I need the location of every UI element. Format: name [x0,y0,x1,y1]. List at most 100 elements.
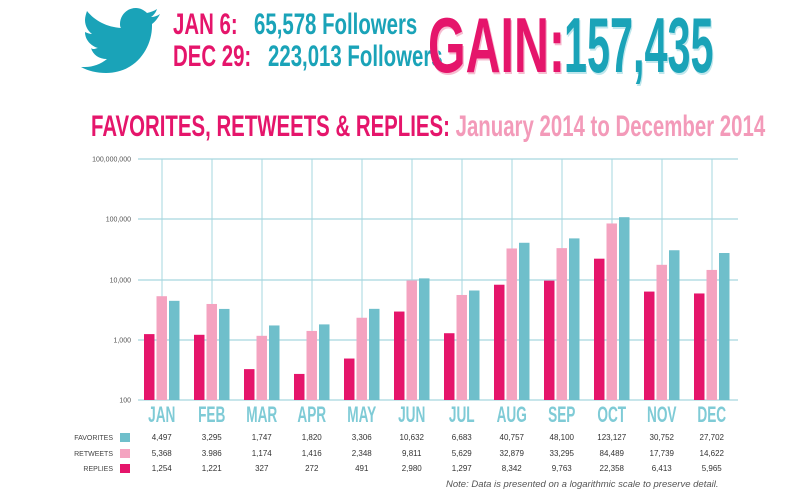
y-tick-label: 10,000 [110,278,132,285]
data-label: 6,683 [452,433,473,442]
legend-swatch-replies [120,464,130,473]
data-label: 2,980 [402,464,423,473]
bar-retweets-nov [656,264,667,400]
gain-label: GAIN: [428,1,566,89]
followers-row-start: JAN 6: 65,578 Followers [173,8,494,42]
legend-label-replies: REPLIES [83,466,113,473]
bar-retweets-mar [256,335,267,400]
bar-favorites-jan [169,300,180,400]
bar-replies-sep [544,280,555,400]
bar-replies-mar [244,369,255,400]
data-label: 8,342 [502,464,523,473]
bar-favorites-feb [219,308,230,400]
data-label: 40,757 [500,433,525,442]
data-label: 2,348 [352,449,373,458]
bar-retweets-may [356,317,367,400]
bar-favorites-jul [469,290,480,400]
legend-swatch-favorites [120,433,130,442]
data-label: 17,739 [650,449,675,458]
bar-favorites-jun [419,278,430,400]
x-tick-label: MAR [246,402,277,427]
data-label: 10,632 [400,433,425,442]
x-tick-label: JUL [449,402,475,427]
data-label: 3,306 [352,433,373,442]
bar-replies-apr [294,373,305,400]
data-label: 9,811 [402,449,422,458]
data-label: 48,100 [550,433,575,442]
start-date: JAN 6: [173,8,238,41]
data-label: 32,879 [500,449,525,458]
data-label: 9,763 [552,464,573,473]
data-label: 1,747 [252,433,273,442]
bar-favorites-apr [319,324,330,400]
x-tick-label: APR [297,402,326,427]
bar-favorites-may [369,308,380,400]
data-label: 272 [305,464,319,473]
y-tick-label: 100,000 [106,217,131,224]
data-label: 491 [355,464,369,473]
x-tick-label: NOV [647,402,677,427]
bar-replies-aug [494,284,505,400]
end-followers: 223,013 Followers [268,40,443,73]
x-tick-label: JUN [398,402,425,427]
bar-replies-oct [594,258,605,400]
bar-replies-feb [194,334,205,400]
bar-favorites-dec [719,253,730,400]
chart-title: FAVORITES, RETWEETS & REPLIES: January 2… [91,110,765,144]
bar-replies-nov [644,291,655,400]
bar-favorites-mar [269,325,280,400]
data-label: 1,297 [452,464,473,473]
start-followers: 65,578 Followers [254,8,418,41]
data-label: 84,489 [600,449,625,458]
data-label: 327 [255,464,269,473]
bar-replies-jan [144,334,155,400]
data-label: 1,416 [302,449,323,458]
x-tick-label: OCT [597,402,626,427]
legend-swatch-retweets [120,449,130,458]
data-label: 33,295 [550,449,575,458]
twitter-bird-icon [81,8,160,73]
bar-favorites-aug [519,242,530,400]
x-tick-label: JAN [148,402,175,427]
legend-label-retweets: RETWEETS [74,451,113,458]
y-tick-label: 100,000,000 [92,157,131,164]
bar-retweets-apr [306,330,317,400]
legend-label-favorites: FAVORITES [74,435,113,442]
bar-favorites-oct [619,217,630,400]
x-tick-label: SEP [548,402,575,427]
data-label: 1,820 [302,433,323,442]
bar-retweets-jul [456,294,467,400]
x-tick-label: AUG [497,402,527,427]
chart-title-main: FAVORITES, RETWEETS & REPLIES: [91,110,450,143]
x-tick-label: DEC [697,402,726,427]
bar-retweets-jun [406,280,417,400]
y-tick-label: 1,000 [113,338,131,345]
bar-retweets-oct [606,223,617,400]
bar-retweets-jan [156,296,167,400]
bar-retweets-sep [556,248,567,400]
data-label: 6,413 [652,464,673,473]
data-label: 30,752 [650,433,675,442]
bar-replies-jun [394,311,405,400]
gain-value: 157,435 [564,1,714,89]
data-label: 5,629 [452,449,473,458]
x-tick-label: FEB [198,402,225,427]
bar-favorites-sep [569,238,580,400]
bar-replies-dec [694,293,705,400]
data-label: 5,965 [702,464,723,473]
bar-retweets-aug [506,248,517,400]
followers-row-end: DEC 29: 223,013 Followers [173,40,525,74]
data-label: 4,497 [152,433,173,442]
data-label: 3,295 [202,433,223,442]
data-label: 5,368 [152,449,173,458]
scale-note: Note: Data is presented on a logarithmic… [446,479,719,490]
end-date: DEC 29: [173,40,252,73]
data-label: 22,358 [600,464,625,473]
data-label: 14,622 [700,449,725,458]
bar-favorites-nov [669,250,680,400]
data-label: 27,702 [700,433,725,442]
data-label: 1,221 [202,464,223,473]
bar-replies-may [344,358,355,400]
bar-replies-jul [444,333,455,400]
bar-retweets-feb [206,303,217,400]
